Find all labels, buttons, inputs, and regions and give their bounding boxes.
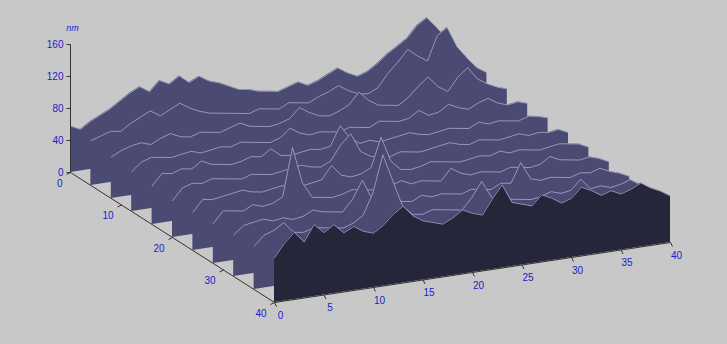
- svg-text:20: 20: [153, 243, 165, 254]
- svg-text:15: 15: [423, 287, 435, 298]
- svg-text:80: 80: [52, 103, 64, 114]
- svg-text:nm: nm: [66, 23, 79, 33]
- svg-text:20: 20: [473, 280, 485, 291]
- svg-text:0: 0: [278, 310, 284, 321]
- svg-text:30: 30: [204, 275, 216, 286]
- svg-text:35: 35: [621, 257, 633, 268]
- svg-text:40: 40: [52, 135, 64, 146]
- svg-text:25: 25: [522, 272, 534, 283]
- svg-text:40: 40: [671, 250, 683, 261]
- svg-text:5: 5: [327, 302, 333, 313]
- svg-text:120: 120: [47, 71, 64, 82]
- svg-text:0: 0: [57, 178, 63, 189]
- svg-text:10: 10: [374, 295, 386, 306]
- svg-text:30: 30: [572, 265, 584, 276]
- svg-text:40: 40: [255, 308, 267, 319]
- svg-text:160: 160: [47, 39, 64, 50]
- svg-text:10: 10: [102, 210, 114, 221]
- svg-text:0: 0: [58, 167, 64, 178]
